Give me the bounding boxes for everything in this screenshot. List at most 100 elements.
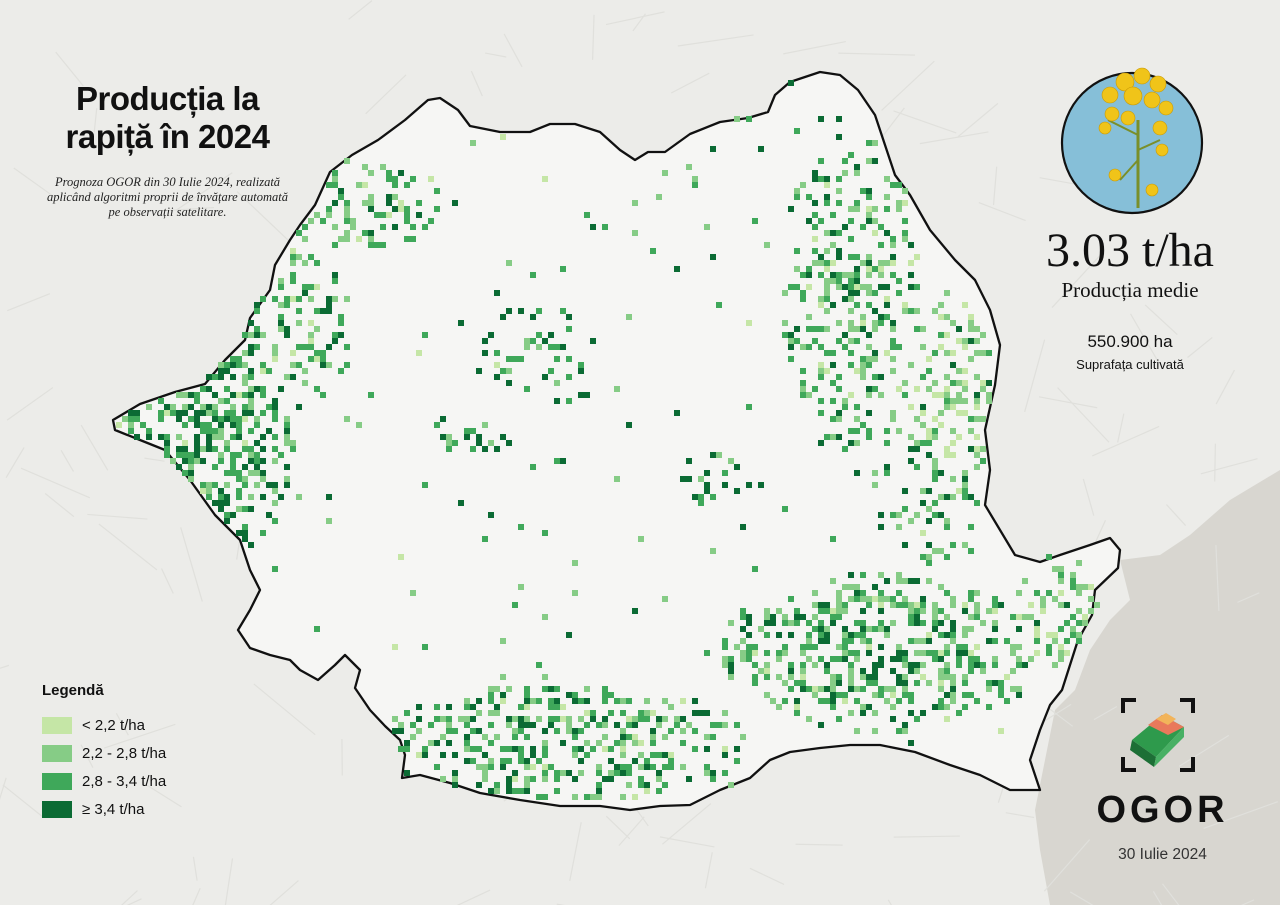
field-pixel xyxy=(554,704,560,710)
field-pixel xyxy=(866,332,872,338)
field-pixel xyxy=(134,416,140,422)
brand-date: 30 Iulie 2024 xyxy=(1118,846,1207,863)
field-pixel xyxy=(1052,662,1058,668)
field-pixel xyxy=(542,338,548,344)
field-pixel xyxy=(632,734,638,740)
field-pixel xyxy=(698,710,704,716)
field-pixel xyxy=(986,686,992,692)
field-pixel xyxy=(326,212,332,218)
field-pixel xyxy=(782,698,788,704)
field-pixel xyxy=(182,410,188,416)
field-pixel xyxy=(644,782,650,788)
field-pixel xyxy=(464,740,470,746)
field-pixel xyxy=(854,584,860,590)
field-pixel xyxy=(242,374,248,380)
field-pixel xyxy=(182,446,188,452)
field-pixel xyxy=(272,482,278,488)
field-pixel xyxy=(818,176,824,182)
field-pixel xyxy=(776,650,782,656)
relief-line xyxy=(1051,255,1100,308)
field-pixel xyxy=(884,698,890,704)
field-pixel xyxy=(398,170,404,176)
field-pixel xyxy=(332,176,338,182)
field-pixel xyxy=(662,764,668,770)
field-pixel xyxy=(896,656,902,662)
field-pixel xyxy=(632,722,638,728)
field-pixel xyxy=(230,410,236,416)
field-pixel xyxy=(236,416,242,422)
field-pixel xyxy=(812,212,818,218)
field-pixel xyxy=(290,254,296,260)
field-pixel xyxy=(722,722,728,728)
field-pixel xyxy=(998,686,1004,692)
field-pixel xyxy=(758,482,764,488)
relief-line xyxy=(144,457,165,462)
legend-swatch xyxy=(42,772,72,790)
field-pixel xyxy=(848,596,854,602)
field-pixel xyxy=(212,392,218,398)
field-pixel xyxy=(326,308,332,314)
field-pixel xyxy=(968,356,974,362)
field-pixel xyxy=(944,674,950,680)
field-pixel xyxy=(428,176,434,182)
field-pixel xyxy=(272,344,278,350)
field-pixel xyxy=(884,596,890,602)
field-pixel xyxy=(968,650,974,656)
field-pixel xyxy=(896,344,902,350)
field-pixel xyxy=(938,410,944,416)
field-pixel xyxy=(824,434,830,440)
field-pixel xyxy=(584,710,590,716)
field-pixel xyxy=(824,230,830,236)
field-pixel xyxy=(836,386,842,392)
field-pixel xyxy=(566,314,572,320)
field-pixel xyxy=(506,722,512,728)
relief-line xyxy=(1082,478,1095,516)
field-pixel xyxy=(938,698,944,704)
field-pixel xyxy=(962,410,968,416)
field-pixel xyxy=(212,428,218,434)
relief-line xyxy=(662,803,712,845)
field-pixel xyxy=(704,734,710,740)
field-pixel xyxy=(962,680,968,686)
field-pixel xyxy=(338,314,344,320)
field-pixel xyxy=(854,278,860,284)
field-pixel xyxy=(470,140,476,146)
field-pixel xyxy=(254,458,260,464)
field-pixel xyxy=(890,338,896,344)
field-pixel xyxy=(176,446,182,452)
relief-line xyxy=(1152,891,1163,905)
field-pixel xyxy=(764,674,770,680)
field-pixel xyxy=(458,716,464,722)
field-pixel xyxy=(296,296,302,302)
field-pixel xyxy=(872,674,878,680)
field-pixel xyxy=(938,470,944,476)
field-pixel xyxy=(260,458,266,464)
field-pixel xyxy=(314,284,320,290)
field-pixel xyxy=(824,278,830,284)
field-pixel xyxy=(368,170,374,176)
relief-line xyxy=(236,191,292,244)
relief-line xyxy=(7,293,51,312)
field-pixel xyxy=(500,434,506,440)
field-pixel xyxy=(554,458,560,464)
field-pixel xyxy=(704,470,710,476)
field-pixel xyxy=(878,656,884,662)
field-pixel xyxy=(320,350,326,356)
field-pixel xyxy=(734,758,740,764)
field-pixel xyxy=(494,782,500,788)
field-pixel xyxy=(908,614,914,620)
field-pixel xyxy=(902,662,908,668)
field-pixel xyxy=(752,680,758,686)
field-pixel xyxy=(248,368,254,374)
field-pixel xyxy=(224,500,230,506)
field-pixel xyxy=(176,416,182,422)
field-pixel xyxy=(212,464,218,470)
field-pixel xyxy=(800,368,806,374)
field-pixel xyxy=(824,632,830,638)
field-pixel xyxy=(176,434,182,440)
field-pixel xyxy=(788,632,794,638)
field-pixel xyxy=(950,398,956,404)
field-pixel xyxy=(896,512,902,518)
field-pixel xyxy=(800,290,806,296)
field-pixel xyxy=(866,434,872,440)
